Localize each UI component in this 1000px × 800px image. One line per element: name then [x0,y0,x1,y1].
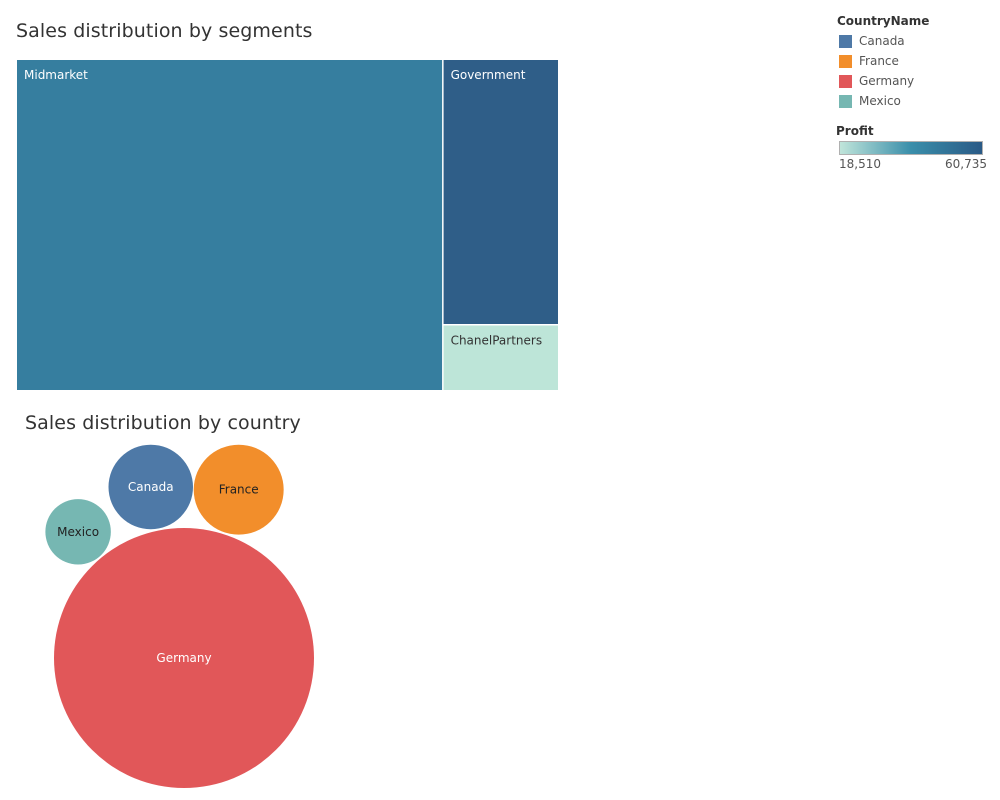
legend-label: Germany [859,74,915,88]
bubble-label: France [219,483,259,497]
bubble-label: Canada [128,480,174,494]
treemap-label: Midmarket [24,68,88,82]
legend-label: France [859,54,899,68]
legend-item-germany[interactable]: Germany [837,71,997,91]
legend-item-canada[interactable]: Canada [837,31,997,51]
bubble-mexico[interactable] [45,499,111,565]
bubble-label: Mexico [57,525,99,539]
treemap-label: ChanelPartners [451,334,543,348]
bubble-canada[interactable] [108,444,194,530]
legend-label: Canada [859,34,905,48]
legend-label: Mexico [859,94,901,108]
profit-max-label: 60,735 [945,157,987,171]
bubble-chart-title: Sales distribution by country [25,412,301,434]
legend-item-mexico[interactable]: Mexico [837,91,997,111]
legend-swatch [839,54,852,68]
profit-range: 18,510 60,735 [839,157,987,171]
profit-gradient-bar [839,141,983,155]
country-legend-title: CountryName [837,14,930,28]
legend-swatch [839,34,852,48]
treemap-cell-midmarket[interactable] [17,60,443,390]
country-legend: CountryName Canada France Germany Mexico [837,14,997,111]
treemap-cell-chanelpartners[interactable] [443,325,558,391]
bubble-label: Germany [156,651,211,665]
bubble-germany[interactable] [54,528,314,788]
profit-min-label: 18,510 [839,157,881,171]
treemap-title: Sales distribution by segments [16,20,313,42]
profit-legend-title: Profit [836,124,874,138]
legend-swatch [839,74,852,88]
treemap-cell-government[interactable] [443,60,558,324]
profit-legend[interactable]: Profit 18,510 60,735 [836,124,987,171]
legend-item-france[interactable]: France [837,51,997,71]
treemap-label: Government [451,68,526,82]
bubble-france[interactable] [193,444,284,535]
legend-swatch [839,94,852,108]
